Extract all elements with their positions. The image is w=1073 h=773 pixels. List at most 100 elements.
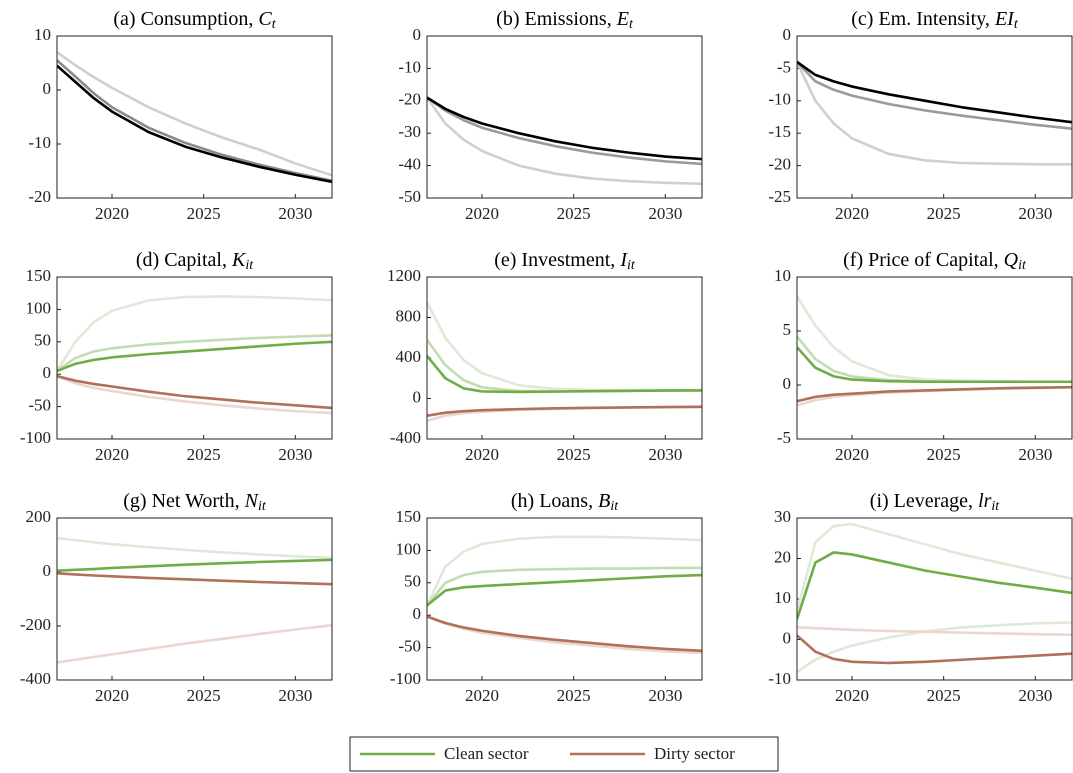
- y-tick-label: -15: [768, 122, 791, 141]
- panel-title: (e) Investment, Iit: [494, 249, 636, 274]
- title-var: EI: [994, 8, 1015, 30]
- title-sub: it: [258, 499, 267, 514]
- y-tick-label: 150: [396, 507, 422, 526]
- title-sub: t: [1014, 17, 1019, 32]
- x-tick-label: 2020: [465, 686, 499, 705]
- y-tick-label: -20: [398, 90, 421, 109]
- panel: (a) Consumption, Ct -20 -10 0 10 2020 2025 2030: [28, 8, 333, 223]
- y-tick-label: 0: [413, 387, 422, 406]
- y-tick-label: -50: [28, 396, 51, 415]
- series-line: [427, 96, 702, 161]
- legend-label: Dirty sector: [654, 744, 735, 763]
- series-line: [427, 355, 702, 394]
- x-tick-label: 2030: [278, 204, 312, 223]
- series-line: [797, 634, 1072, 665]
- series-line: [797, 61, 1072, 166]
- y-tick-label: 10: [774, 266, 791, 285]
- title-text: (b) Emissions,: [496, 8, 617, 30]
- title-text: (i) Leverage,: [870, 490, 978, 512]
- y-tick-label: -400: [390, 428, 421, 447]
- y-tick-label: 0: [413, 604, 422, 623]
- series-line: [427, 573, 702, 607]
- series-line: [57, 334, 332, 373]
- y-tick-label: -10: [768, 669, 791, 688]
- title-text: (g) Net Worth,: [123, 490, 244, 512]
- x-tick-label: 2020: [95, 204, 129, 223]
- x-tick-label: 2030: [648, 204, 682, 223]
- title-var: lr: [978, 490, 992, 512]
- y-tick-label: 30: [774, 507, 791, 526]
- panel: (d) Capital, Kit -100 -50 0 50 100 150 2020 2025…: [20, 249, 333, 464]
- y-tick-label: 50: [34, 331, 51, 350]
- panel-title: (h) Loans, Bit: [511, 490, 619, 515]
- series-line: [57, 340, 332, 373]
- panel-title: (g) Net Worth, Nit: [123, 490, 267, 515]
- y-tick-label: 100: [26, 298, 52, 317]
- y-tick-label: 0: [783, 628, 792, 647]
- panel-title: (f) Price of Capital, Qit: [843, 249, 1027, 274]
- y-tick-label: -10: [768, 90, 791, 109]
- panel: (f) Price of Capital, Qit -5 0 5 10 2020 2025 2…: [774, 249, 1073, 464]
- series-line: [797, 295, 1072, 384]
- y-tick-label: -20: [768, 155, 791, 174]
- y-tick-label: -25: [768, 187, 791, 206]
- series-line: [797, 335, 1072, 384]
- x-tick-label: 2025: [927, 204, 961, 223]
- series-line: [57, 59, 332, 182]
- y-tick-label: 10: [774, 588, 791, 607]
- y-tick-label: 800: [396, 306, 422, 325]
- series-line: [57, 558, 332, 572]
- x-tick-label: 2020: [95, 445, 129, 464]
- y-tick-label: -5: [777, 428, 791, 447]
- series-line: [797, 385, 1072, 403]
- series-line: [57, 374, 332, 410]
- y-tick-label: -50: [398, 187, 421, 206]
- series-line: [427, 339, 702, 393]
- x-tick-label: 2020: [835, 686, 869, 705]
- axes-box: [426, 35, 703, 199]
- series-line: [427, 615, 702, 653]
- axes-box: [796, 276, 1073, 440]
- x-tick-label: 2025: [557, 204, 591, 223]
- y-tick-label: -400: [20, 669, 51, 688]
- title-sub: it: [627, 258, 636, 273]
- y-tick-label: 0: [413, 25, 422, 44]
- axes-box: [796, 517, 1073, 681]
- y-tick-label: -20: [28, 187, 51, 206]
- x-tick-label: 2020: [835, 204, 869, 223]
- series-line: [427, 96, 702, 186]
- y-tick-label: -200: [20, 615, 51, 634]
- title-sub: it: [245, 258, 254, 273]
- x-tick-label: 2020: [465, 204, 499, 223]
- y-tick-label: 5: [783, 320, 792, 339]
- title-text: (c) Em. Intensity,: [851, 8, 995, 30]
- x-tick-label: 2030: [1018, 445, 1052, 464]
- title-sub: it: [991, 499, 1000, 514]
- panel: (h) Loans, Bit -100 -50 0 50 100 150 2020 2025 20…: [390, 490, 703, 705]
- axes-box: [796, 35, 1073, 199]
- title-text: (d) Capital,: [136, 249, 232, 271]
- panel: (g) Net Worth, Nit -400 -200 0 200 2020 2025 20…: [20, 490, 333, 705]
- series-line: [427, 301, 702, 392]
- x-tick-label: 2020: [835, 445, 869, 464]
- y-tick-label: -40: [398, 155, 421, 174]
- y-tick-label: -10: [398, 57, 421, 76]
- x-tick-label: 2025: [187, 445, 221, 464]
- title-var: Q: [1004, 249, 1019, 271]
- title-sub: t: [272, 17, 277, 32]
- series-line: [57, 374, 332, 415]
- title-var: E: [616, 8, 629, 30]
- title-text: (e) Investment,: [494, 249, 620, 271]
- series-line: [797, 346, 1072, 384]
- title-var: B: [598, 490, 610, 512]
- y-tick-label: 50: [404, 572, 421, 591]
- panel-title: (c) Em. Intensity, EIt: [851, 8, 1019, 33]
- series-line: [57, 295, 332, 372]
- y-tick-label: 100: [396, 539, 422, 558]
- series-line: [797, 61, 1072, 130]
- panel-title: (d) Capital, Kit: [136, 249, 254, 274]
- series-line: [797, 626, 1072, 636]
- axes-box: [56, 276, 333, 440]
- x-tick-label: 2020: [95, 686, 129, 705]
- y-tick-label: -100: [390, 669, 421, 688]
